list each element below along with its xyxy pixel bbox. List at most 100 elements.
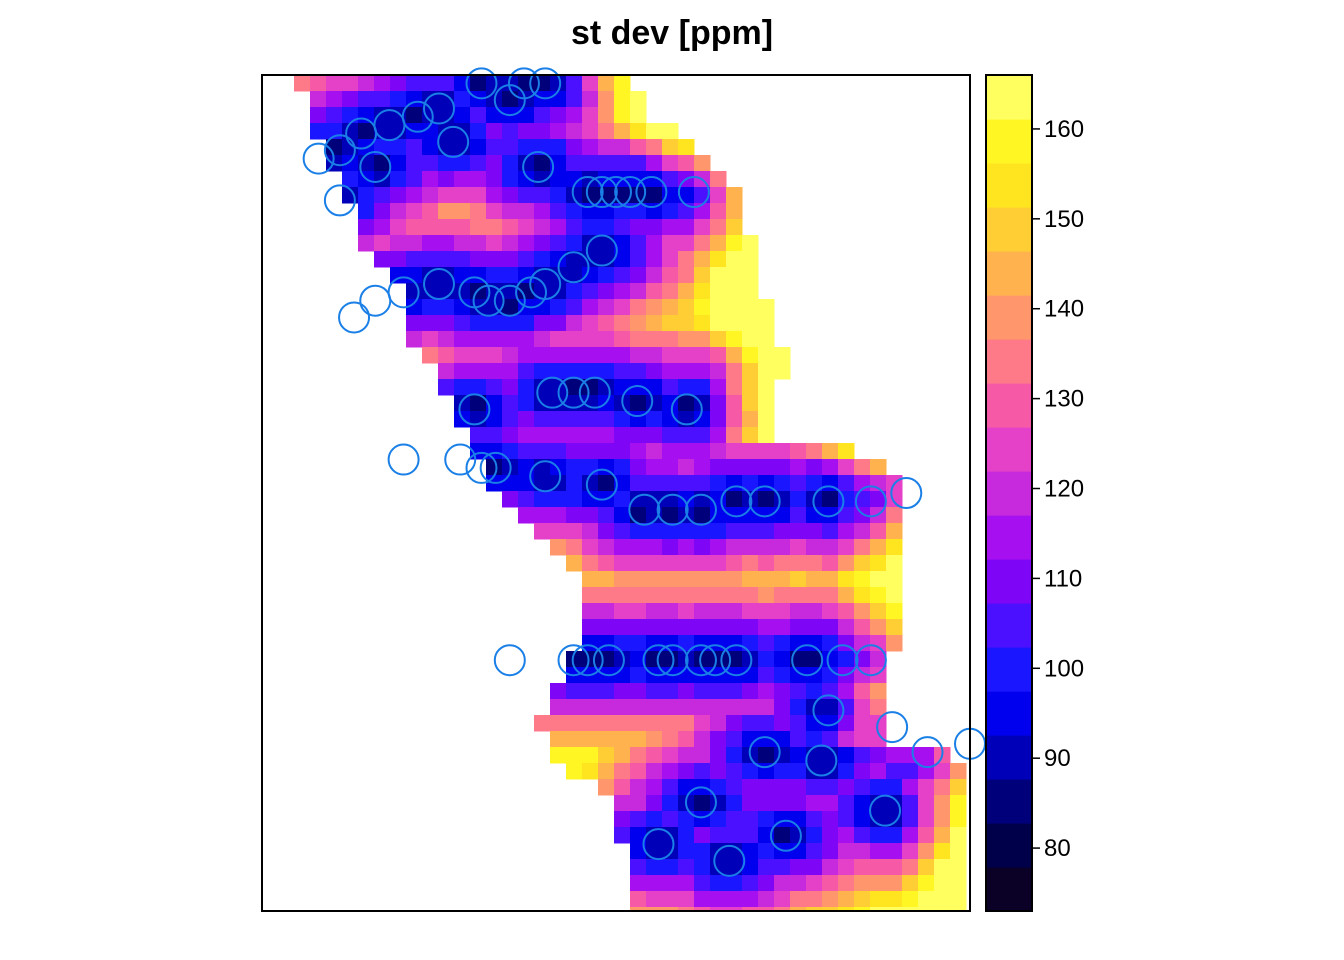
heatmap-cell: [646, 347, 663, 364]
heatmap-cell: [662, 299, 679, 316]
heatmap-cell: [406, 203, 423, 220]
heatmap-cell: [694, 747, 711, 764]
heatmap-cell: [742, 459, 759, 476]
heatmap-cell: [662, 363, 679, 380]
heatmap-cell: [758, 715, 775, 732]
heatmap-cell: [886, 523, 903, 540]
heatmap-cell: [710, 379, 727, 396]
heatmap-cell: [902, 827, 919, 844]
heatmap-cell: [902, 779, 919, 796]
heatmap-cell: [406, 331, 423, 348]
heatmap-cell: [726, 187, 743, 204]
heatmap-cell: [518, 363, 535, 380]
colorbar-tick-label: 160: [1044, 116, 1084, 143]
heatmap-cell: [710, 731, 727, 748]
heatmap-cell: [598, 315, 615, 332]
heatmap-cell: [934, 907, 951, 912]
sample-point: [614, 176, 647, 209]
heatmap-cell: [838, 731, 855, 748]
heatmap-cell: [646, 443, 663, 460]
heatmap-cell: [662, 683, 679, 700]
heatmap-cell: [838, 875, 855, 892]
heatmap-cell: [646, 875, 663, 892]
heatmap-cell: [742, 715, 759, 732]
heatmap-cell: [502, 139, 519, 156]
heatmap-cell: [470, 123, 487, 140]
heatmap-cell: [950, 843, 967, 860]
heatmap-cell: [422, 267, 439, 284]
heatmap-cell: [486, 315, 503, 332]
heatmap-cell: [806, 507, 823, 524]
heatmap-cell: [790, 763, 807, 780]
colorbar-segment: [986, 251, 1032, 296]
heatmap-cell: [662, 635, 679, 652]
heatmap-cell: [854, 843, 871, 860]
heatmap-cell: [838, 507, 855, 524]
heatmap-cell: [950, 763, 967, 780]
heatmap-cell: [726, 219, 743, 236]
heatmap-cell: [566, 523, 583, 540]
heatmap-cell: [790, 747, 807, 764]
heatmap-cell: [438, 187, 455, 204]
heatmap-cell: [726, 347, 743, 364]
heatmap-cell: [694, 491, 711, 508]
heatmap-cell: [790, 555, 807, 572]
heatmap-cell: [646, 603, 663, 620]
heatmap-cell: [358, 187, 375, 204]
heatmap-cell: [774, 699, 791, 716]
heatmap-cell: [870, 555, 887, 572]
heatmap-cell: [614, 347, 631, 364]
heatmap-cell: [438, 315, 455, 332]
heatmap-cell: [438, 155, 455, 172]
heatmap-cell: [710, 795, 727, 812]
heatmap-cell: [534, 491, 551, 508]
heatmap-cell: [726, 203, 743, 220]
heatmap-cell: [566, 331, 583, 348]
heatmap-cell: [582, 299, 599, 316]
heatmap-cell: [518, 139, 535, 156]
heatmap-cell: [566, 699, 583, 716]
heatmap-cell: [710, 715, 727, 732]
sample-point: [338, 301, 371, 334]
heatmap-cell: [406, 75, 423, 92]
heatmap-cell: [646, 395, 663, 412]
heatmap-cell: [838, 619, 855, 636]
sample-point: [635, 176, 668, 209]
heatmap-cell: [758, 411, 775, 428]
heatmap-cell: [902, 859, 919, 876]
heatmap-cell: [630, 139, 647, 156]
heatmap-cell: [678, 187, 695, 204]
heatmap-cell: [742, 395, 759, 412]
sample-point: [557, 251, 590, 284]
heatmap-cell: [854, 587, 871, 604]
heatmap-cell: [630, 635, 647, 652]
heatmap-cell: [662, 235, 679, 252]
heatmap-cell: [774, 571, 791, 588]
heatmap-cell: [806, 475, 823, 492]
heatmap-cell: [438, 235, 455, 252]
heatmap-cell: [630, 715, 647, 732]
heatmap-cell: [534, 315, 551, 332]
heatmap-cell: [726, 875, 743, 892]
heatmap-cell: [502, 491, 519, 508]
heatmap-cell: [406, 171, 423, 188]
sample-point: [585, 176, 618, 209]
heatmap-cell: [838, 907, 855, 912]
heatmap-cell: [678, 267, 695, 284]
heatmap-cell: [582, 715, 599, 732]
heatmap-cell: [566, 411, 583, 428]
plot-frame: [261, 74, 971, 912]
heatmap-cell: [678, 715, 695, 732]
heatmap-cell: [694, 411, 711, 428]
heatmap-cell: [726, 811, 743, 828]
heatmap-cell: [598, 747, 615, 764]
heatmap-cell: [790, 651, 807, 668]
sample-point: [571, 176, 604, 209]
heatmap-cell: [470, 139, 487, 156]
heatmap-cell: [630, 91, 647, 108]
heatmap-cell: [694, 475, 711, 492]
heatmap-cell: [630, 619, 647, 636]
heatmap-cell: [678, 731, 695, 748]
heatmap-cell: [470, 107, 487, 124]
heatmap-cell: [710, 219, 727, 236]
